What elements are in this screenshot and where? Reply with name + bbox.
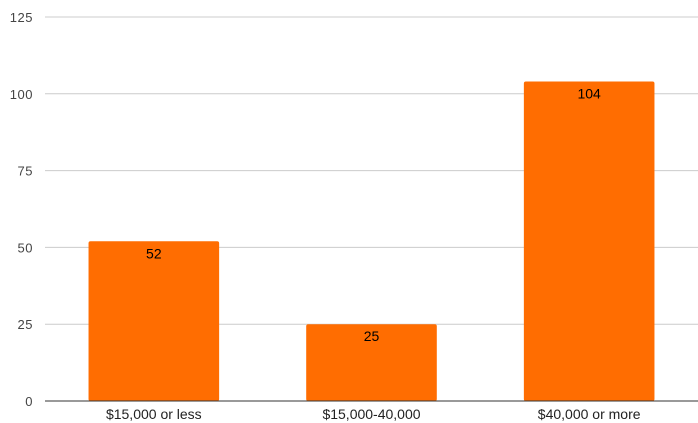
bar-value-label: 104 xyxy=(577,86,601,102)
y-tick-label: 0 xyxy=(25,394,33,409)
y-axis-ticks: 0 25 50 75 100 125 xyxy=(10,10,33,409)
y-tick-label: 125 xyxy=(10,10,33,25)
x-category-label: $15,000-40,000 xyxy=(322,406,420,422)
y-tick-label: 100 xyxy=(10,87,33,102)
bar[interactable] xyxy=(524,82,655,401)
x-category-label: $40,000 or more xyxy=(538,406,641,422)
bars xyxy=(89,82,655,401)
x-axis-categories: $15,000 or less $15,000-40,000 $40,000 or … xyxy=(106,406,641,422)
x-category-label: $15,000 or less xyxy=(106,406,202,422)
y-tick-label: 75 xyxy=(18,164,33,179)
bar-value-label: 52 xyxy=(146,245,162,261)
bar[interactable] xyxy=(89,241,220,401)
y-tick-label: 25 xyxy=(18,317,33,332)
bar-value-label: 25 xyxy=(364,328,380,344)
y-tick-label: 50 xyxy=(18,240,33,255)
